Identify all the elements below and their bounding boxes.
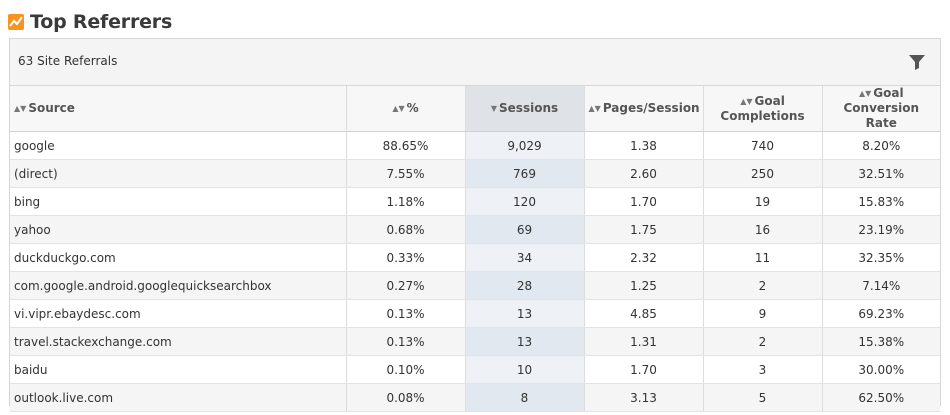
cell-source: google bbox=[10, 131, 347, 160]
cell-percent: 0.33% bbox=[346, 243, 466, 272]
cell-pages-per-session: 4.85 bbox=[584, 299, 704, 328]
cell-source: vi.vipr.ebaydesc.com bbox=[10, 299, 347, 328]
cell-goal-completions: 2 bbox=[703, 271, 823, 300]
cell-source: yahoo bbox=[10, 215, 347, 244]
cell-sessions: 69 bbox=[465, 215, 585, 244]
table-body: google 88.65% 9,029 1.38 740 8.20% (direct) 7.5… bbox=[10, 131, 940, 412]
referral-count: 63 Site Referrals bbox=[18, 54, 118, 68]
cell-pages-per-session: 1.70 bbox=[584, 355, 704, 384]
cell-sessions: 28 bbox=[465, 271, 585, 300]
table-row: google 88.65% 9,029 1.38 740 8.20% bbox=[10, 131, 940, 160]
table-row: duckduckgo.com 0.33% 34 2.32 11 32.35% bbox=[10, 243, 940, 272]
cell-goal-conversion-rate: 15.38% bbox=[822, 327, 940, 356]
cell-goal-completions: 11 bbox=[703, 243, 823, 272]
table-row: outlook.live.com 0.08% 8 3.13 5 62.50% bbox=[10, 383, 940, 412]
widget-header: Top Referrers bbox=[8, 10, 172, 34]
cell-pages-per-session: 2.32 bbox=[584, 243, 704, 272]
cell-source: bing bbox=[10, 187, 347, 216]
cell-goal-completions: 250 bbox=[703, 159, 823, 188]
sort-both-icon: ▲▼ bbox=[858, 89, 872, 98]
cell-percent: 0.68% bbox=[346, 215, 466, 244]
cell-sessions: 10 bbox=[465, 355, 585, 384]
table-row: vi.vipr.ebaydesc.com 0.13% 13 4.85 9 69.23% bbox=[10, 299, 940, 328]
cell-percent: 0.13% bbox=[346, 299, 466, 328]
cell-goal-completions: 9 bbox=[703, 299, 823, 328]
cell-sessions: 120 bbox=[465, 187, 585, 216]
sort-both-icon: ▲▼ bbox=[588, 104, 601, 113]
cell-goal-conversion-rate: 15.83% bbox=[822, 187, 940, 216]
cell-pages-per-session: 1.31 bbox=[584, 327, 704, 356]
cell-source: baidu bbox=[10, 355, 347, 384]
cell-source: duckduckgo.com bbox=[10, 243, 347, 272]
cell-goal-completions: 740 bbox=[703, 131, 823, 160]
cell-goal-conversion-rate: 7.14% bbox=[822, 271, 940, 300]
column-header-goal-completions[interactable]: ▲▼ Goal Completions bbox=[703, 86, 823, 132]
column-header-goal-conversion-rate[interactable]: ▲▼ Goal Conversion Rate bbox=[822, 86, 940, 132]
cell-sessions: 769 bbox=[465, 159, 585, 188]
widget-title: Top Referrers bbox=[30, 11, 173, 33]
cell-goal-conversion-rate: 62.50% bbox=[822, 383, 940, 412]
cell-sessions: 9,029 bbox=[465, 131, 585, 160]
cell-pages-per-session: 1.75 bbox=[584, 215, 704, 244]
cell-sessions: 13 bbox=[465, 299, 585, 328]
cell-percent: 88.65% bbox=[346, 131, 466, 160]
cell-goal-conversion-rate: 8.20% bbox=[822, 131, 940, 160]
cell-percent: 1.18% bbox=[346, 187, 466, 216]
analytics-chart-icon bbox=[8, 14, 24, 30]
sort-both-icon: ▲▼ bbox=[14, 104, 27, 113]
cell-sessions: 13 bbox=[465, 327, 585, 356]
cell-goal-completions: 16 bbox=[703, 215, 823, 244]
cell-goal-completions: 19 bbox=[703, 187, 823, 216]
sort-both-icon: ▲▼ bbox=[392, 104, 405, 113]
table-row: yahoo 0.68% 69 1.75 16 23.19% bbox=[10, 215, 940, 244]
column-header-percent[interactable]: ▲▼% bbox=[346, 86, 466, 132]
cell-source: travel.stackexchange.com bbox=[10, 327, 347, 356]
sort-desc-icon: ▼ bbox=[490, 104, 498, 113]
table-row: bing 1.18% 120 1.70 19 15.83% bbox=[10, 187, 940, 216]
table-row: baidu 0.10% 10 1.70 3 30.00% bbox=[10, 355, 940, 384]
cell-pages-per-session: 2.60 bbox=[584, 159, 704, 188]
cell-goal-conversion-rate: 32.35% bbox=[822, 243, 940, 272]
column-header-source[interactable]: ▲▼ Source bbox=[10, 86, 347, 132]
cell-goal-conversion-rate: 69.23% bbox=[822, 299, 940, 328]
cell-pages-per-session: 1.25 bbox=[584, 271, 704, 300]
cell-source: outlook.live.com bbox=[10, 383, 347, 412]
table-row: travel.stackexchange.com 0.13% 13 1.31 2 15.3… bbox=[10, 327, 940, 356]
referrers-panel: 63 Site Referrals ▲▼ Source ▲▼% ▼ Sessions… bbox=[9, 38, 941, 412]
table-header-row: ▲▼ Source ▲▼% ▼ Sessions ▲▼ Pages/Session ▲… bbox=[10, 86, 940, 132]
cell-percent: 0.27% bbox=[346, 271, 466, 300]
cell-source: com.google.android.googlequicksearchbox bbox=[10, 271, 347, 300]
cell-pages-per-session: 1.38 bbox=[584, 131, 704, 160]
cell-goal-completions: 3 bbox=[703, 355, 823, 384]
referrers-table: ▲▼ Source ▲▼% ▼ Sessions ▲▼ Pages/Session ▲… bbox=[10, 86, 940, 412]
column-header-pages-per-session[interactable]: ▲▼ Pages/Session bbox=[584, 86, 704, 132]
cell-source: (direct) bbox=[10, 159, 347, 188]
cell-goal-completions: 5 bbox=[703, 383, 823, 412]
cell-percent: 7.55% bbox=[346, 159, 466, 188]
cell-pages-per-session: 1.70 bbox=[584, 187, 704, 216]
cell-percent: 0.13% bbox=[346, 327, 466, 356]
cell-sessions: 8 bbox=[465, 383, 585, 412]
cell-goal-conversion-rate: 23.19% bbox=[822, 215, 940, 244]
cell-goal-conversion-rate: 30.00% bbox=[822, 355, 940, 384]
sort-both-icon: ▲▼ bbox=[740, 96, 753, 106]
cell-percent: 0.08% bbox=[346, 383, 466, 412]
panel-toolbar: 63 Site Referrals bbox=[10, 39, 940, 86]
table-row: (direct) 7.55% 769 2.60 250 32.51% bbox=[10, 159, 940, 188]
table-row: com.google.android.googlequicksearchbox 0… bbox=[10, 271, 940, 300]
cell-goal-conversion-rate: 32.51% bbox=[822, 159, 940, 188]
cell-goal-completions: 2 bbox=[703, 327, 823, 356]
cell-pages-per-session: 3.13 bbox=[584, 383, 704, 412]
cell-percent: 0.10% bbox=[346, 355, 466, 384]
filter-icon[interactable] bbox=[908, 53, 926, 71]
column-header-sessions[interactable]: ▼ Sessions bbox=[465, 86, 585, 132]
cell-sessions: 34 bbox=[465, 243, 585, 272]
